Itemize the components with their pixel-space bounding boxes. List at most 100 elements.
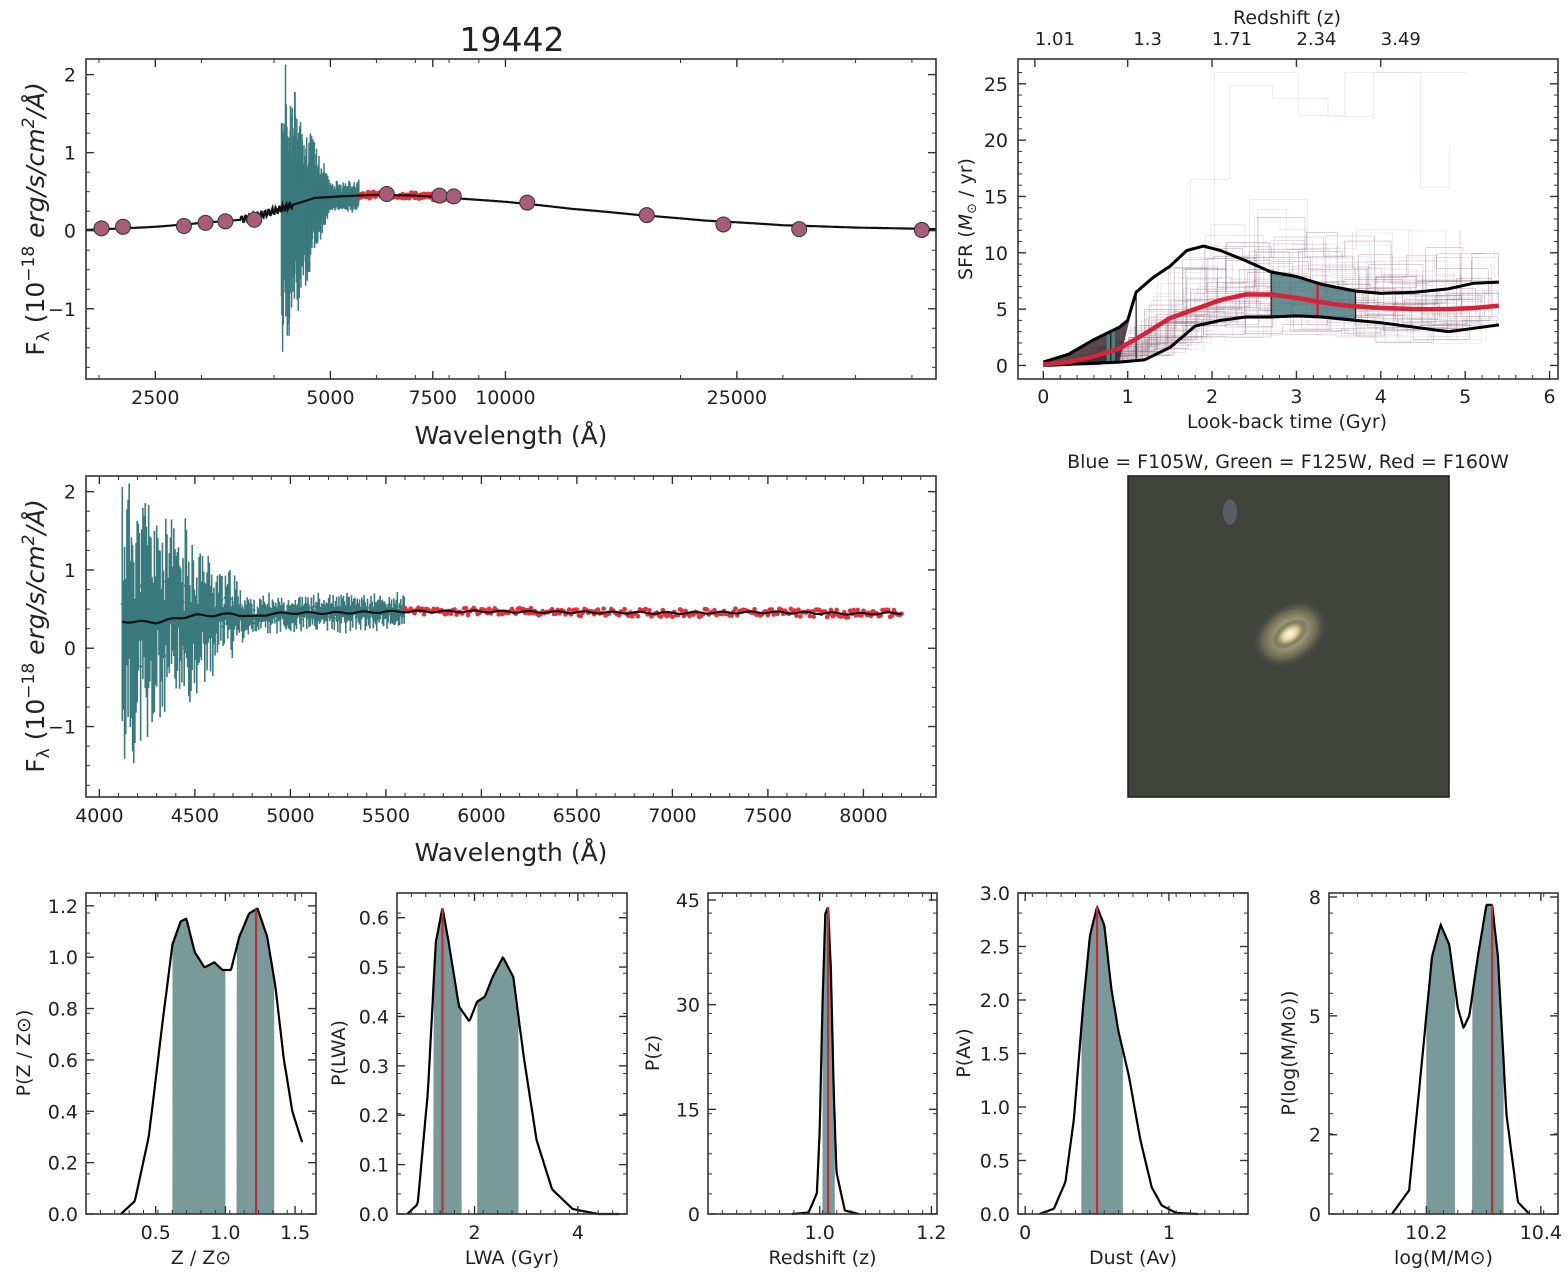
posterior-shaded-region	[172, 918, 226, 1214]
spectrum-blue-point	[312, 605, 316, 608]
sed-model-line	[86, 193, 936, 231]
spectrum-ytick-label: −1	[48, 717, 76, 739]
sfh-ytick-label: 0	[996, 355, 1008, 377]
spectrum-blue-point	[354, 615, 358, 619]
spectrum-red-point	[679, 608, 685, 613]
spectrum-red-point	[712, 607, 717, 613]
sfh-top-xlabel: Redshift (z)	[1233, 7, 1341, 29]
posterior-ytick-label: 8	[1309, 887, 1321, 909]
image-frame	[1127, 475, 1450, 798]
sfh-sample-line	[1043, 246, 1483, 365]
posterior-xtick-label: 10.4	[1520, 1222, 1562, 1244]
spectrum-blue-point	[228, 597, 232, 601]
mass-posterior-panel: 10.2 10.4 0 2 5 8 log(M/M⊙) P(log(M/M⊙))	[1278, 887, 1562, 1269]
spectrum-red-point	[828, 607, 834, 613]
dust-posterior-panel: 0 1 0.0 0.5 1.0 1.5 2.0 2.5 3.0 Dust (Av) P(Av)	[953, 883, 1249, 1269]
sfh-xtick-label: 6	[1544, 386, 1556, 408]
sfh-sample-line	[1043, 278, 1473, 365]
sed-ticks: 2500 5000 7500 10000 25000 −1 0 1 2	[48, 59, 936, 409]
posterior-ytick-label: 0.6	[48, 1050, 78, 1072]
posterior-frame	[1017, 892, 1249, 1215]
posterior-xlabel: Redshift (z)	[769, 1247, 877, 1269]
posterior-ytick-label: 0.0	[48, 1204, 78, 1226]
sfh-xtick-label: 5	[1459, 386, 1471, 408]
spectrum-red-point	[421, 611, 427, 617]
posterior-xtick-label: 1.0	[805, 1222, 835, 1244]
posterior-ytick-label: 1.0	[980, 1097, 1010, 1119]
posterior-shaded-region	[1472, 904, 1504, 1214]
spectrum-red-point	[885, 607, 891, 613]
sfh-xtick-label: 4	[1375, 386, 1387, 408]
sed-ytick-label: −1	[48, 299, 76, 321]
posterior-curve	[791, 906, 860, 1216]
lwa-posterior-panel: 2 4 0.0 0.1 0.2 0.3 0.4 0.5 0.6 LWA (Gyr) P(LWA)	[328, 892, 628, 1269]
spectrum-red-point	[601, 606, 606, 611]
sfh-ytick-label: 25	[984, 74, 1008, 96]
sed-photometry-point	[519, 194, 536, 211]
spectrum-red-point	[769, 607, 775, 612]
sfh-median-line	[1043, 292, 1500, 367]
sfh-xtick-label: 0	[1037, 386, 1049, 408]
sed-photometry-point	[378, 186, 395, 203]
sfh-sample-line	[1043, 217, 1462, 365]
posterior-ytick-label: 0.5	[359, 957, 389, 979]
posterior-xtick-label: 2	[468, 1222, 480, 1244]
posterior-ytick-label: 0.3	[359, 1056, 389, 1078]
spectrum-blue-point	[252, 608, 256, 612]
sed-photometry-point	[217, 213, 234, 230]
sed-xlabel: Wavelength (Å)	[415, 421, 608, 450]
sed-xtick-label: 5000	[306, 387, 354, 409]
sed-photometry-point	[715, 216, 732, 233]
spectrum-blue-point	[366, 606, 369, 610]
posterior-ylabel: P(z)	[642, 1035, 664, 1071]
posterior-ytick-label: 45	[676, 890, 700, 912]
spectrum-blue-point	[279, 617, 282, 620]
spectrum-blue-point	[181, 600, 185, 604]
sfh-xlabel: Look-back time (Gyr)	[1187, 411, 1387, 433]
sfh-samples	[1043, 72, 1499, 366]
spectrum-red-point	[528, 605, 534, 611]
sfh-plot-area	[1042, 72, 1500, 367]
spectrum-plot-area	[120, 483, 904, 764]
posterior-xtick-label: 1.2	[916, 1222, 946, 1244]
posterior-curve	[1391, 903, 1531, 1215]
spectrum-red-point	[729, 613, 734, 618]
posterior-ytick-label: 0.6	[359, 908, 389, 930]
sfh-sample-line	[1043, 304, 1466, 365]
spectrum-red-point	[817, 607, 822, 613]
posterior-shaded-region	[1081, 907, 1123, 1214]
spectrum-red-point	[486, 606, 492, 612]
sfh-sample-line	[1043, 290, 1498, 366]
posterior-ytick-label: 0	[688, 1204, 700, 1226]
spectrum-xtick-label: 7000	[648, 805, 696, 827]
spectrum-xtick-label: 4500	[171, 805, 219, 827]
spectrum-red-point	[733, 606, 738, 611]
posterior-shaded-region	[433, 908, 462, 1214]
posterior-ylabel: P(Av)	[953, 1028, 975, 1077]
posterior-ytick-label: 5	[1309, 1006, 1321, 1028]
spectrum-blue-point	[308, 617, 312, 621]
spectrum-blue-point	[299, 618, 303, 621]
image-title: Blue = F105W, Green = F125W, Red = F160W	[1067, 451, 1509, 473]
spectrum-ylabel: Fλ (10−18 erg/s/cm2/Å)	[19, 499, 54, 772]
sed-xtick-label: 2500	[131, 387, 179, 409]
sfh-sample-line	[1043, 265, 1464, 365]
sfh-ytick-label: 10	[984, 243, 1008, 265]
sed-ylabel: Fλ (10−18 erg/s/cm2/Å)	[19, 82, 54, 355]
redshift-posterior-panel: 1.0 1.2 0 15 30 45 Redshift (z) P(z)	[642, 890, 947, 1269]
image-panel: Blue = F105W, Green = F125W, Red = F160W	[1067, 451, 1509, 798]
posterior-ytick-label: 1.0	[48, 947, 78, 969]
spectrum-red-point	[796, 607, 801, 612]
spectrum-blue-point	[251, 621, 255, 625]
spectrum-blue-point	[332, 616, 336, 620]
posterior-ytick-label: 0.4	[48, 1101, 78, 1123]
sfh-top-tick-label: 1.3	[1133, 29, 1162, 50]
sfh-sample-line	[1043, 266, 1460, 365]
spectrum-blue-point	[275, 619, 279, 622]
posterior-xlabel: LWA (Gyr)	[465, 1247, 559, 1269]
spectrum-ytick-label: 2	[64, 482, 76, 504]
posterior-ytick-label: 2.0	[980, 990, 1010, 1012]
sfh-sample-line	[1043, 289, 1499, 366]
spectrum-red-point	[574, 607, 580, 613]
